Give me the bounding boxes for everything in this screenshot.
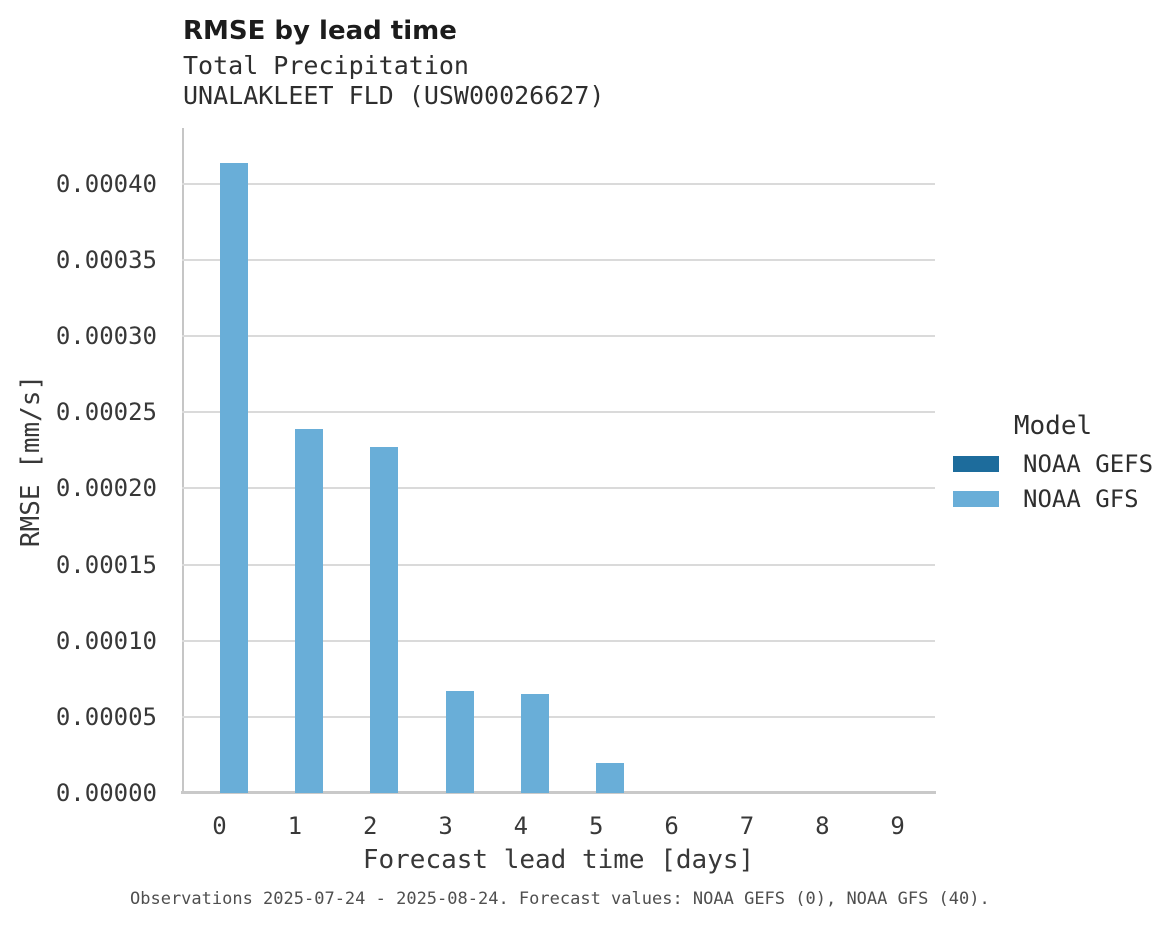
- gridline: [182, 715, 935, 718]
- legend-swatch: [953, 491, 999, 507]
- chart-subtitle-variable: Total Precipitation: [183, 51, 469, 80]
- gridline: [182, 639, 935, 642]
- bar-noaa-gfs-lead-2: [370, 447, 399, 793]
- gridline: [182, 563, 935, 566]
- y-tick-label: 0.00035: [55, 245, 157, 274]
- x-tick-label: 2: [362, 812, 378, 840]
- legend-label: NOAA GEFS: [1023, 450, 1154, 478]
- legend-swatch: [953, 456, 999, 472]
- bar-noaa-gfs-lead-5: [596, 762, 625, 793]
- x-tick-label: 8: [815, 812, 830, 840]
- y-axis-spine: [182, 128, 184, 793]
- y-tick-label: 0.00005: [55, 702, 157, 731]
- x-tick-label: 7: [739, 812, 755, 840]
- legend-entry-noaa-gfs: NOAA GFS: [953, 485, 1168, 513]
- bar-noaa-gfs-lead-4: [520, 694, 549, 793]
- gridline: [182, 487, 935, 490]
- y-tick-label: 0.00015: [55, 550, 157, 579]
- chart-subtitle-station: UNALAKLEET FLD (USW00026627): [183, 81, 605, 110]
- y-tick-label: 0.00020: [55, 474, 157, 503]
- y-tick-label: 0.00025: [55, 398, 157, 427]
- y-tick-label: 0.00030: [55, 322, 157, 351]
- x-tick-label: 9: [890, 812, 905, 840]
- x-tick-label: 3: [438, 812, 453, 840]
- x-tick-label: 5: [589, 812, 604, 840]
- gridline: [182, 258, 935, 261]
- bar-noaa-gfs-lead-1: [294, 429, 323, 793]
- y-tick-label: 0.00040: [55, 169, 157, 198]
- x-tick-label: 0: [212, 812, 227, 840]
- legend-title: Model: [1013, 411, 1093, 441]
- bar-noaa-gfs-lead-3: [445, 690, 474, 793]
- legend-label: NOAA GFS: [1023, 485, 1139, 513]
- x-tick-label: 1: [287, 812, 303, 840]
- chart-title: RMSE by lead time: [183, 16, 457, 46]
- legend-entries: NOAA GEFS NOAA GFS: [953, 450, 1168, 513]
- x-tick-label: 4: [513, 812, 529, 840]
- legend-entry-noaa-gefs: NOAA GEFS: [953, 450, 1168, 478]
- chart-footnote: Observations 2025-07-24 - 2025-08-24. Fo…: [130, 889, 990, 909]
- y-tick-label: 0.00010: [55, 626, 157, 655]
- bar-noaa-gfs-lead-0: [219, 162, 248, 793]
- legend: Model NOAA GEFS NOAA GFS: [953, 411, 1168, 513]
- x-axis-title: Forecast lead time [days]: [362, 845, 755, 875]
- gridline: [182, 411, 935, 414]
- x-tick-label: 6: [664, 812, 679, 840]
- y-tick-label: 0.00000: [55, 779, 157, 807]
- gridline: [182, 335, 935, 338]
- plot-area: [182, 129, 935, 793]
- gridline: [182, 182, 935, 185]
- x-axis-baseline: [181, 791, 936, 794]
